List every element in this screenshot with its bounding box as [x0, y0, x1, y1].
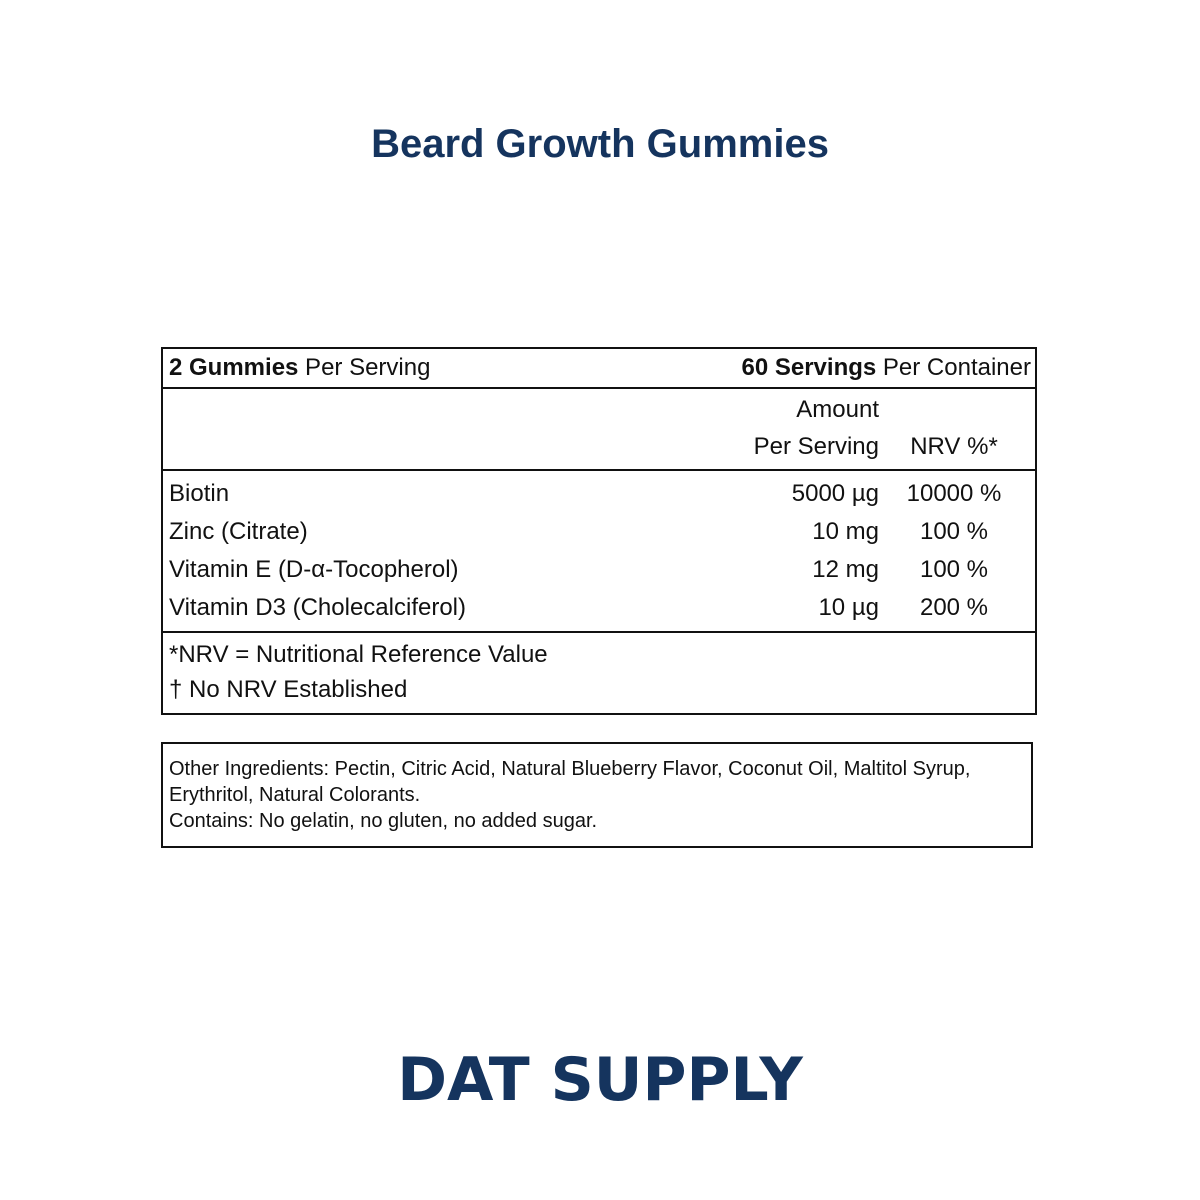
nutrient-row: Vitamin D3 (Cholecalciferol) 10 µg 200 %: [163, 589, 1035, 627]
footnote-dagger: † No NRV Established: [169, 676, 408, 703]
supplement-facts-table: 2 Gummies Per Serving 60 Servings Per Co…: [161, 347, 1037, 715]
brand-logo: DAT SUPPLY: [397, 1045, 803, 1115]
nutrient-amount: 10 mg: [812, 518, 879, 545]
product-title: Beard Growth Gummies: [371, 122, 829, 166]
column-header: Amount Per Serving NRV %*: [163, 391, 1035, 471]
ingredients-box: Other Ingredients: Pectin, Citric Acid, …: [161, 742, 1033, 848]
nutrient-nrv: 100 %: [919, 556, 989, 583]
servings-bold: 60 Servings: [741, 354, 877, 381]
nutrient-nrv: 10000 %: [906, 480, 1002, 507]
nutrient-name: Vitamin D3 (Cholecalciferol): [169, 594, 466, 621]
other-ingredients: Other Ingredients: Pectin, Citric Acid, …: [169, 758, 971, 806]
nutrient-name: Zinc (Citrate): [169, 518, 308, 545]
nutrient-rows: Biotin 5000 µg 10000 % Zinc (Citrate) 10…: [163, 471, 1035, 633]
footnote-nrv: *NRV = Nutritional Reference Value: [169, 641, 548, 668]
serving-size-label: Per Serving: [298, 354, 431, 381]
servings-per-container: 60 Servings Per Container: [742, 349, 1032, 387]
serving-size-bold: 2 Gummies: [169, 354, 299, 381]
nutrient-row: Vitamin E (D-α-Tocopherol) 12 mg 100 %: [163, 551, 1035, 589]
nutrient-row: Biotin 5000 µg 10000 %: [163, 475, 1035, 513]
contains-statement: Contains: No gelatin, no gluten, no adde…: [169, 810, 598, 832]
nutrient-name: Vitamin E (D-α-Tocopherol): [169, 556, 459, 583]
serving-header: 2 Gummies Per Serving 60 Servings Per Co…: [163, 349, 1035, 389]
nrv-header: NRV %*: [910, 433, 998, 460]
nutrient-nrv: 100 %: [919, 518, 989, 545]
amount-header-line2: Per Serving: [753, 433, 879, 460]
nutrient-name: Biotin: [169, 480, 230, 507]
serving-size: 2 Gummies Per Serving: [169, 349, 430, 387]
nutrient-amount: 5000 µg: [791, 480, 879, 507]
footnotes: *NRV = Nutritional Reference Value † No …: [163, 633, 1035, 713]
amount-header-line1: Amount: [796, 396, 879, 423]
nutrient-amount: 12 mg: [812, 556, 879, 583]
nutrient-amount: 10 µg: [818, 594, 879, 621]
nutrient-row: Zinc (Citrate) 10 mg 100 %: [163, 513, 1035, 551]
nutrient-nrv: 200 %: [919, 594, 989, 621]
servings-label: Per Container: [876, 354, 1031, 381]
